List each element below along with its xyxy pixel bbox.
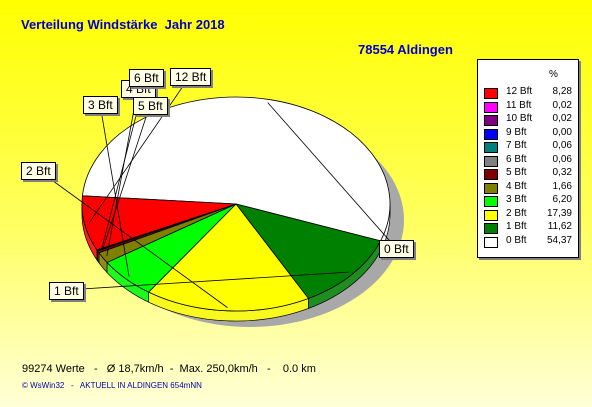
- legend-swatch: [484, 236, 498, 248]
- legend-item-1-bft: 1 Bft 11,62: [484, 221, 576, 235]
- chart-subtitle: 78554 Aldingen: [358, 42, 453, 57]
- footer-stats: 99274 Werte - Ø 18,7km/h - Max. 250,0km/…: [22, 363, 316, 375]
- callout-5-bft: 5 Bft: [133, 97, 168, 115]
- callout-3-bft: 3 Bft: [83, 96, 118, 114]
- legend-label: 0 Bft: [506, 234, 527, 246]
- legend-item-9-bft: 9 Bft 0,00: [484, 127, 576, 141]
- legend-swatch: [484, 169, 498, 180]
- callout-12-bft: 12 Bft: [170, 68, 212, 86]
- pie-slice-1-bft: [234, 203, 382, 299]
- legend-label: 11 Bft: [506, 99, 532, 111]
- legend-label: 5 Bft: [506, 167, 527, 178]
- legend-value: 0,02: [552, 113, 572, 124]
- legend-label: 1 Bft: [506, 221, 527, 232]
- footer-credit: © WsWin32 - AKTUELL IN ALDINGEN 654mNN: [22, 381, 202, 390]
- pie-slice-12-bft: [81, 195, 237, 251]
- legend-label: 6 Bft: [506, 153, 527, 165]
- pie-slice-2-bft: [147, 203, 310, 312]
- legend-item-10-bft: 10 Bft 0,02: [484, 113, 576, 127]
- legend-item-4-bft: 4 Bft 1,66: [484, 181, 576, 195]
- legend-value: 8,28: [552, 86, 572, 97]
- legend-item-6-bft: 6 Bft 0,06: [484, 154, 576, 168]
- pie-slice-0-bft: [82, 96, 391, 242]
- callout-line-12-bft: [88, 75, 191, 224]
- legend-swatch: [484, 209, 498, 221]
- legend-item-5-bft: 5 Bft 0,32: [484, 167, 576, 181]
- legend-value: 0,00: [552, 126, 572, 138]
- legend-value: 6,20: [552, 194, 572, 205]
- legend-item-2-bft: 2 Bft 17,39: [484, 208, 576, 222]
- legend-item-3-bft: 3 Bft 6,20: [484, 194, 576, 208]
- legend-swatch: [484, 101, 498, 113]
- callout-6-bft: 6 Bft: [129, 69, 164, 87]
- legend-swatch: [484, 182, 498, 194]
- legend-label: 2 Bft: [506, 207, 527, 219]
- legend-value: 0,02: [552, 99, 572, 111]
- legend-value: 54,37: [546, 234, 572, 246]
- legend: % 12 Bft 8,28 11 Bft 0,02 10 Bft 0,02 9 Bft 0,0…: [477, 59, 579, 258]
- legend-item-7-bft: 7 Bft 0,06: [484, 140, 576, 154]
- legend-label: 10 Bft: [506, 113, 533, 124]
- legend-swatch: [484, 128, 498, 140]
- callout-line-3-bft: [99, 103, 130, 277]
- legend-value: 17,39: [546, 207, 572, 219]
- legend-label: 12 Bft: [506, 86, 533, 97]
- chart-title: Verteilung Windstärke Jahr 2018: [21, 17, 225, 32]
- legend-item-12-bft: 12 Bft 8,28: [484, 86, 576, 100]
- callout-line-4-bft: [106, 87, 139, 257]
- legend-value: 0,06: [552, 140, 572, 151]
- legend-label: 9 Bft: [506, 126, 527, 138]
- callout-2-bft: 2 Bft: [21, 162, 56, 180]
- legend-value: 0,32: [552, 167, 572, 178]
- legend-swatch: [484, 142, 498, 153]
- callout-line-5-bft: [102, 104, 151, 251]
- legend-swatch: [484, 88, 498, 99]
- legend-header: %: [549, 69, 558, 80]
- callout-0-bft: 0 Bft: [379, 240, 414, 258]
- callout-line-2-bft: [37, 169, 228, 308]
- legend-swatch: [484, 115, 498, 126]
- legend-swatch: [484, 223, 498, 234]
- callout-1-bft: 1 Bft: [49, 282, 84, 300]
- legend-value: 0,06: [552, 153, 572, 165]
- legend-label: 3 Bft: [506, 194, 527, 205]
- legend-value: 11,62: [547, 221, 572, 232]
- legend-swatch: [484, 196, 498, 207]
- legend-item-0-bft: 0 Bft 54,37: [484, 235, 576, 249]
- legend-item-11-bft: 11 Bft 0,02: [484, 100, 576, 114]
- legend-label: 4 Bft: [506, 180, 527, 192]
- callout-line-1-bft: [65, 271, 349, 291]
- callout-line-0-bft: [267, 102, 397, 249]
- legend-value: 1,66: [552, 180, 572, 192]
- legend-label: 7 Bft: [506, 140, 527, 151]
- legend-swatch: [484, 155, 498, 167]
